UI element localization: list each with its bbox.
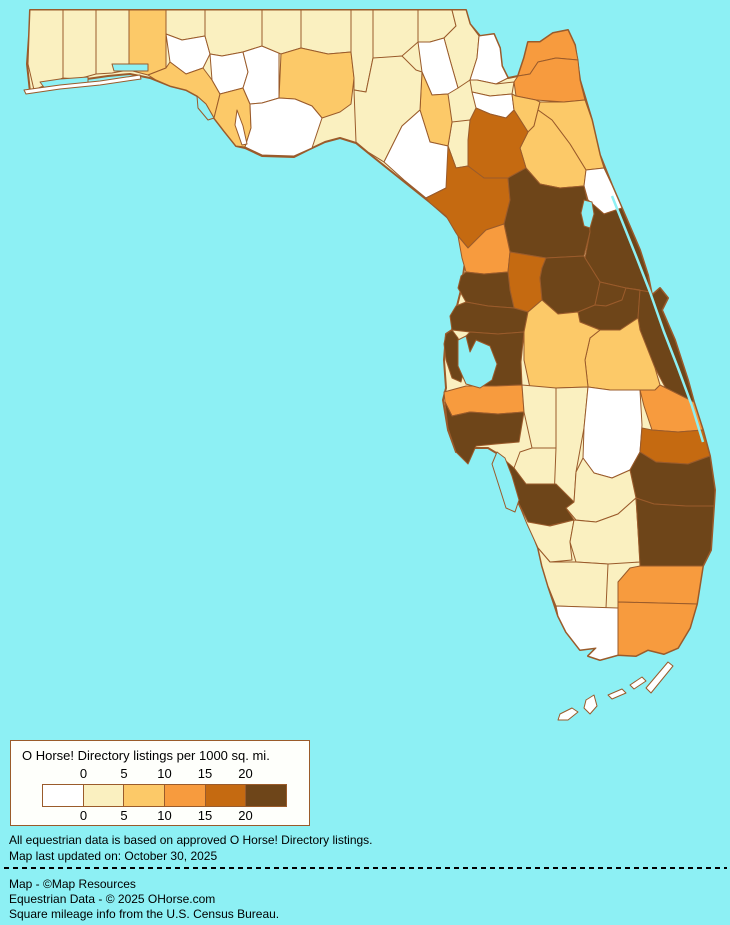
legend-tick-label: 20 xyxy=(238,808,253,823)
county-holmes xyxy=(165,9,206,41)
county-monroe xyxy=(555,605,619,661)
legend-swatch-20+ xyxy=(245,785,287,806)
legend-swatch-10-15 xyxy=(164,785,205,806)
county-manatee xyxy=(443,384,525,417)
island-middle-keys-3 xyxy=(629,676,647,690)
legend-swatch-15-20 xyxy=(204,785,246,806)
water-charlotte-harbor xyxy=(491,451,520,513)
county-volusia xyxy=(584,199,651,293)
county-lee xyxy=(517,501,575,563)
island-st-joseph-spit xyxy=(234,109,248,146)
legend-swatch-0 xyxy=(43,785,83,806)
legend-swatch-5-10 xyxy=(123,785,165,806)
county-santa-rosa xyxy=(62,9,97,80)
note-data-source: All equestrian data is based on approved… xyxy=(9,833,373,847)
legend-tick-label: 0 xyxy=(79,766,88,781)
county-duval xyxy=(513,57,586,103)
water-indian-river-lagoon xyxy=(610,195,705,443)
county-liberty xyxy=(242,45,280,105)
note-last-updated: Map last updated on: October 30, 2025 xyxy=(9,849,218,863)
legend-ticks-bottom: 0 5 10 15 20 xyxy=(11,808,309,823)
legend-tick-label: 15 xyxy=(197,766,213,781)
credit-census: Square mileage info from the U.S. Census… xyxy=(9,907,280,921)
island-upper-keys xyxy=(645,661,674,694)
legend-box: O Horse! Directory listings per 1000 sq.… xyxy=(10,740,310,826)
legend-swatch-0-5 xyxy=(82,785,124,806)
credit-equestrian-data: Equestrian Data - © 2025 OHorse.com xyxy=(9,892,216,906)
water-lake-george xyxy=(580,199,595,229)
island-santa-rosa-island xyxy=(23,74,142,95)
county-taylor xyxy=(353,55,423,163)
county-gadsden xyxy=(261,9,302,55)
water-tampa-bay xyxy=(457,335,498,389)
county-palm-beach xyxy=(635,497,715,567)
legend-tick-label: 5 xyxy=(120,766,128,781)
county-hernando xyxy=(457,271,515,309)
water-choctawhatchee-bay xyxy=(111,63,149,72)
island-lower-keys xyxy=(557,707,579,721)
legend-tick-label: 10 xyxy=(157,808,172,823)
legend-ticks-top: 0 5 10 15 20 xyxy=(11,766,309,781)
credit-map-resources: Map - ©Map Resources xyxy=(9,877,136,891)
legend-tick-label: 15 xyxy=(197,808,213,823)
water-st-andrew-bay xyxy=(196,95,215,121)
dashed-divider xyxy=(4,867,727,869)
island-middle-keys-1 xyxy=(583,694,598,715)
legend-tick-label: 10 xyxy=(157,766,172,781)
island-middle-keys-2 xyxy=(607,688,627,700)
county-miami-dade xyxy=(617,601,698,657)
county-broward xyxy=(617,565,704,605)
legend-tick-label: 0 xyxy=(79,808,88,823)
county-escambia xyxy=(27,9,64,91)
legend-title: O Horse! Directory listings per 1000 sq.… xyxy=(22,748,270,763)
county-alachua xyxy=(467,107,529,179)
county-sarasota xyxy=(444,401,525,465)
legend-tick-label: 5 xyxy=(120,808,128,823)
county-leon xyxy=(300,9,352,55)
county-baker xyxy=(469,33,509,85)
legend-color-bar xyxy=(42,784,287,807)
legend-tick-label: 20 xyxy=(238,766,253,781)
county-franklin xyxy=(244,97,323,157)
